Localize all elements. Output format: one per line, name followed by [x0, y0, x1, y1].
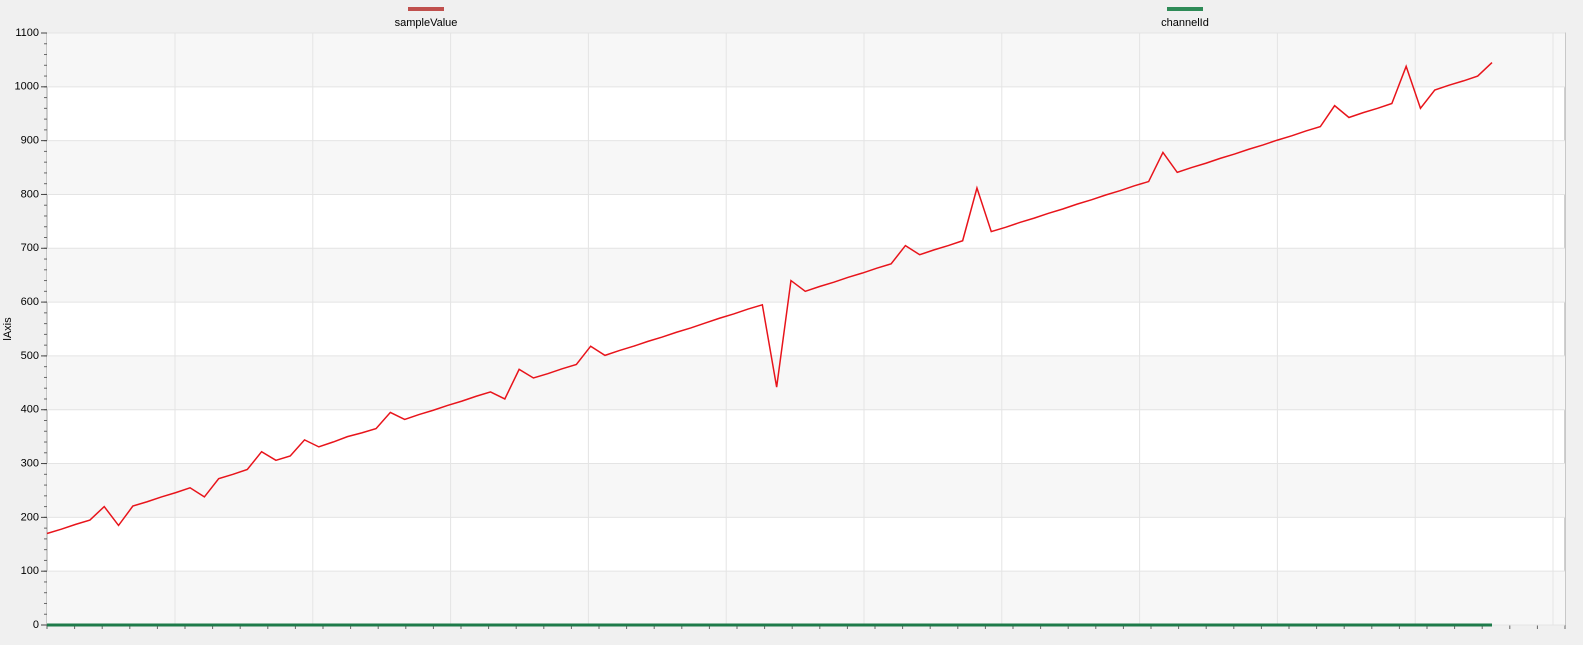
grid-band [47, 33, 1565, 87]
grid-band [47, 140, 1565, 195]
y-tick-label: 1100 [15, 27, 39, 39]
legend-swatch [1167, 7, 1203, 11]
plot-area [46, 32, 1566, 626]
y-tick-label: 800 [21, 188, 39, 200]
y-tick-label: 400 [21, 404, 39, 416]
grid-band [47, 571, 1565, 625]
y-tick-label: 300 [21, 457, 39, 469]
y-tick-label: 600 [21, 296, 39, 308]
y-tick-label: 500 [21, 350, 39, 362]
legend-swatch [408, 7, 444, 11]
legend-label: sampleValue [395, 17, 458, 29]
y-tick-label: 200 [21, 511, 39, 523]
y-tick-label: 900 [21, 135, 39, 147]
y-axis-label: lAxis [2, 317, 14, 341]
legend-label: channelId [1161, 17, 1209, 29]
y-tick-label: 700 [21, 242, 39, 254]
grid-band [47, 248, 1565, 303]
line [46, 62, 1493, 535]
y-tick-label: 100 [21, 565, 39, 577]
y-tick-label: 0 [33, 619, 39, 631]
grid-band [47, 463, 1565, 518]
grid-band [47, 355, 1565, 410]
y-tick-label: 1000 [15, 81, 39, 93]
